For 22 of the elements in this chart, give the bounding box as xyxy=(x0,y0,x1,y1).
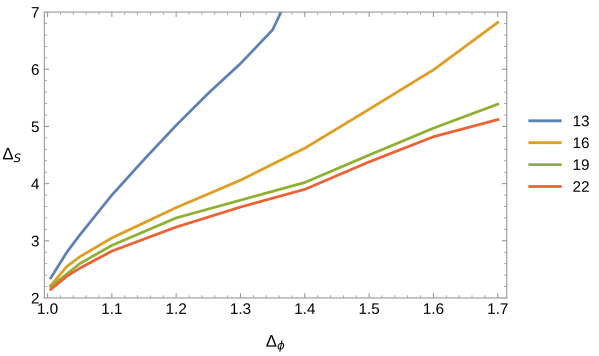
y-tick-label: 4 xyxy=(31,178,40,190)
x-tick-label: 1.7 xyxy=(488,303,508,314)
x-tick-label: 1.0 xyxy=(38,303,58,314)
y-tick-label: 7 xyxy=(32,7,39,18)
x-tick-label: 1.6 xyxy=(424,303,444,314)
legend-label: 22 xyxy=(573,181,589,192)
y-tick-label: 6 xyxy=(32,64,39,75)
legend-label: 16 xyxy=(574,137,589,148)
line-series xyxy=(49,21,500,287)
x-tick-label: 1.5 xyxy=(360,303,380,314)
x-tick-label: 1.1 xyxy=(102,303,122,314)
y-tick-label: 5 xyxy=(32,121,39,132)
legend-label: 13 xyxy=(574,116,589,126)
x-tick-label: 1.2 xyxy=(166,303,186,314)
legend-label: 19 xyxy=(574,159,589,170)
y-tick-label: 3 xyxy=(32,236,39,246)
y-tick-label: 2 xyxy=(32,292,39,304)
x-tick-label: 1.3 xyxy=(231,303,250,314)
y-axis-title: Δ$_{S}$ xyxy=(2,148,21,162)
line-series xyxy=(49,12,282,280)
x-tick-label: 1.4 xyxy=(295,303,315,314)
x-axis-title: Δ$_{ϕ}$ xyxy=(266,335,284,352)
